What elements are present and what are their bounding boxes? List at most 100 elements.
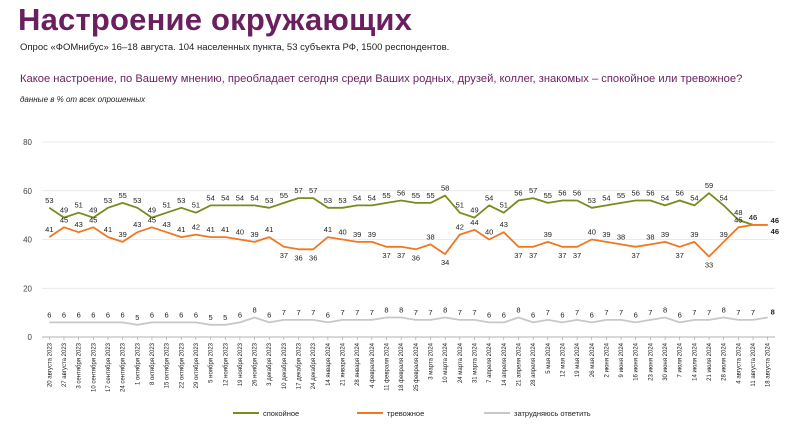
chart-legend: спокойное тревожное затрудняюсь ответить	[233, 409, 591, 418]
data-label: 36	[412, 253, 420, 262]
data-label: 54	[206, 193, 214, 202]
data-label: 6	[179, 310, 183, 319]
x-tick-label: 26 мая 2024	[590, 342, 596, 377]
x-tick-label: 25 февраля 2024	[414, 342, 420, 391]
data-label: 53	[324, 196, 332, 205]
data-label: 56	[514, 189, 522, 198]
data-label: 41	[206, 225, 214, 234]
x-tick-label: 10 декабря 2023	[282, 342, 288, 389]
x-tick-label: 14 января 2024	[326, 342, 332, 386]
data-label: 51	[192, 201, 200, 210]
data-label: 6	[634, 310, 638, 319]
data-label: 6	[194, 310, 198, 319]
data-label: 5	[209, 313, 213, 322]
data-label: 34	[441, 258, 449, 267]
data-label: 42	[456, 223, 464, 232]
x-tick-label: 5 ноября 2023	[209, 342, 215, 383]
series-line-1	[48, 223, 768, 258]
data-label: 53	[133, 196, 141, 205]
x-tick-label: 4 августа 2024	[736, 342, 742, 383]
data-label: 51	[162, 201, 170, 210]
y-tick-label: 40	[23, 236, 32, 245]
data-label: 54	[720, 193, 728, 202]
data-label: 6	[165, 310, 169, 319]
x-tick-label: 31 марта 2024	[472, 342, 478, 383]
y-axis: 0 20 40 60 80	[23, 138, 32, 342]
series-lines	[48, 192, 768, 326]
data-label: 36	[309, 253, 317, 262]
x-tick-label: 27 августа 2023	[62, 342, 68, 387]
x-tick-label: 12 ноября 2023	[223, 342, 229, 386]
y-tick-label: 80	[23, 138, 32, 147]
data-label: 37	[397, 251, 405, 260]
data-label: 6	[106, 310, 110, 319]
x-tick-label: 21 июля 2024	[707, 342, 713, 380]
data-label: 57	[529, 186, 537, 195]
data-label: 55	[617, 191, 625, 200]
data-label: 6	[590, 310, 594, 319]
data-label: 51	[456, 201, 464, 210]
data-label: 42	[192, 223, 200, 232]
data-label: 49	[89, 206, 97, 215]
x-tick-label: 2 июня 2024	[604, 342, 610, 377]
x-tick-label: 21 января 2024	[341, 342, 347, 386]
data-label: 8	[252, 306, 256, 315]
data-label: 45	[148, 215, 156, 224]
data-label: 46	[771, 227, 779, 236]
data-label: 49	[60, 206, 68, 215]
data-label: 51	[74, 201, 82, 210]
data-label: 43	[74, 220, 82, 229]
legend-label: тревожное	[387, 409, 424, 418]
data-label: 43	[162, 220, 170, 229]
data-label: 40	[338, 228, 346, 237]
data-label: 54	[236, 193, 244, 202]
x-tick-label: 24 декабря 2023	[311, 342, 317, 389]
data-label: 54	[485, 193, 493, 202]
data-label: 7	[355, 308, 359, 317]
data-label: 8	[399, 306, 403, 315]
x-tick-label: 18 февраля 2024	[399, 342, 405, 391]
x-tick-label: 24 сентября 2023	[121, 342, 127, 392]
data-label: 39	[118, 230, 126, 239]
data-label: 7	[575, 308, 579, 317]
data-label: 7	[458, 308, 462, 317]
data-label: 7	[428, 308, 432, 317]
x-tick-label: 29 октября 2023	[194, 342, 200, 388]
data-label: 6	[150, 310, 154, 319]
data-label: 54	[353, 193, 361, 202]
data-label: 6	[267, 310, 271, 319]
x-tick-label: 3 марта 2024	[428, 342, 434, 379]
data-label: 53	[45, 196, 53, 205]
x-tick-label: 8 октября 2023	[150, 342, 156, 385]
data-label: 41	[104, 225, 112, 234]
data-label: 53	[104, 196, 112, 205]
data-label: 6	[47, 310, 51, 319]
data-label: 8	[443, 306, 447, 315]
data-label: 7	[546, 308, 550, 317]
data-label: 49	[148, 206, 156, 215]
x-axis: 20 августа 2023 27 августа 2023 3 сентября…	[47, 337, 772, 392]
data-label: 56	[646, 189, 654, 198]
data-label: 38	[646, 232, 654, 241]
data-label: 7	[751, 308, 755, 317]
data-label: 55	[412, 191, 420, 200]
data-label: 7	[604, 308, 608, 317]
data-label: 7	[311, 308, 315, 317]
x-tick-label: 19 мая 2024	[575, 342, 581, 377]
x-tick-label: 14 июля 2024	[692, 342, 698, 380]
data-label: 56	[632, 189, 640, 198]
data-label: 6	[77, 310, 81, 319]
data-label: 37	[514, 251, 522, 260]
series-line-2	[49, 316, 768, 326]
x-tick-label: 14 апреля 2024	[502, 342, 508, 386]
x-tick-label: 30 июня 2024	[663, 342, 669, 380]
data-label: 54	[368, 193, 376, 202]
data-label: 58	[441, 184, 449, 193]
x-tick-label: 19 ноября 2023	[238, 342, 244, 386]
data-label: 45	[734, 215, 742, 224]
data-label: 41	[177, 225, 185, 234]
data-label: 57	[294, 186, 302, 195]
x-tick-label: 11 февраля 2024	[385, 342, 391, 390]
